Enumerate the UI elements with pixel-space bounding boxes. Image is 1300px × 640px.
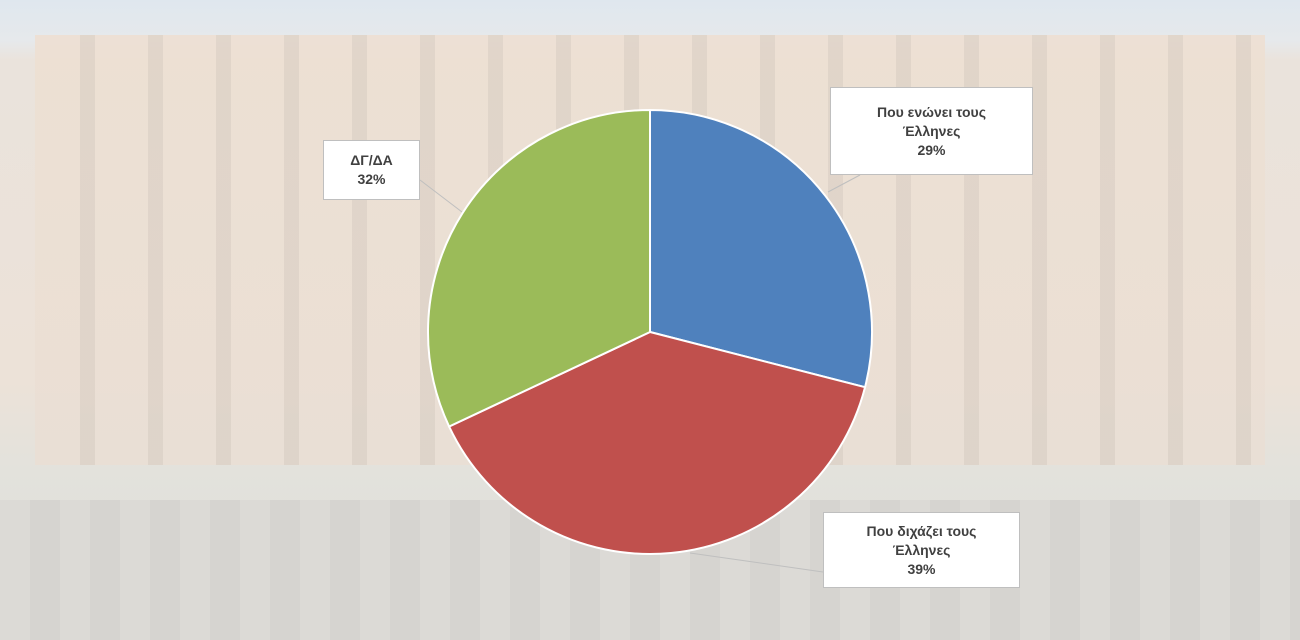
value-label: 32%: [357, 171, 386, 187]
data-label: Που διχάζει τους Έλληνες 39%: [823, 512, 1020, 588]
data-label: ΔΓ/ΔΑ 32%: [323, 140, 420, 200]
leader-line: [419, 179, 463, 213]
pie-slice: [447, 330, 867, 555]
category-label: Που ενώνει τους Έλληνες: [876, 103, 986, 139]
data-label: Που ενώνει τους Έλληνες 29%: [830, 87, 1033, 175]
value-label: 39%: [907, 560, 936, 577]
category-label: Που διχάζει τους Έλληνες: [866, 522, 977, 558]
leader-line: [689, 552, 824, 573]
pie-slice: [427, 108, 651, 428]
category-label: ΔΓ/ΔΑ: [350, 152, 393, 168]
leader-line: [827, 174, 861, 193]
pie-slice: [649, 108, 873, 389]
value-label: 29%: [917, 141, 946, 158]
